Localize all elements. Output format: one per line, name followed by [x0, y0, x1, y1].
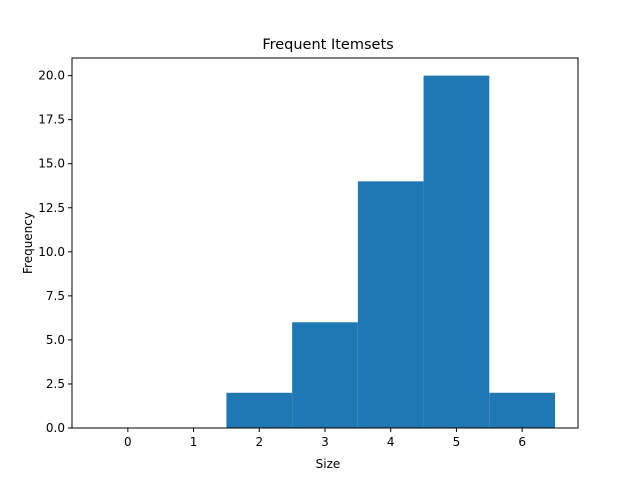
x-tick-label: 4	[387, 435, 395, 449]
x-tick-label: 0	[124, 435, 132, 449]
y-tick-label: 12.5	[38, 201, 65, 215]
y-axis-ticks: 0.0 2.5 5.0 7.5 10.0 12.5 15.0 17.5 20.0	[38, 69, 72, 435]
bar-size-3	[292, 322, 358, 428]
x-tick-label: 3	[321, 435, 329, 449]
bar-size-2	[226, 392, 293, 428]
y-tick-label: 10.0	[38, 245, 65, 259]
y-tick-label: 17.5	[38, 113, 65, 127]
bar-size-5	[423, 75, 490, 429]
bar-size-6	[489, 392, 555, 428]
x-tick-label: 6	[518, 435, 526, 449]
y-axis-label: Frequency	[21, 212, 35, 274]
x-tick-label: 1	[190, 435, 198, 449]
y-tick-label: 20.0	[38, 69, 65, 83]
bars-group	[226, 75, 555, 429]
y-tick-label: 2.5	[46, 377, 65, 391]
x-axis-ticks: 0 1 2 3 4 5 6	[124, 428, 526, 449]
x-tick-label: 5	[453, 435, 461, 449]
y-tick-label: 5.0	[46, 333, 65, 347]
bar-size-4	[357, 181, 424, 428]
x-tick-label: 2	[255, 435, 263, 449]
y-tick-label: 7.5	[46, 289, 65, 303]
y-tick-label: 0.0	[46, 421, 65, 435]
x-axis-label: Size	[316, 457, 341, 471]
chart-title: Frequent Itemsets	[262, 37, 393, 53]
y-tick-label: 15.0	[38, 157, 65, 171]
